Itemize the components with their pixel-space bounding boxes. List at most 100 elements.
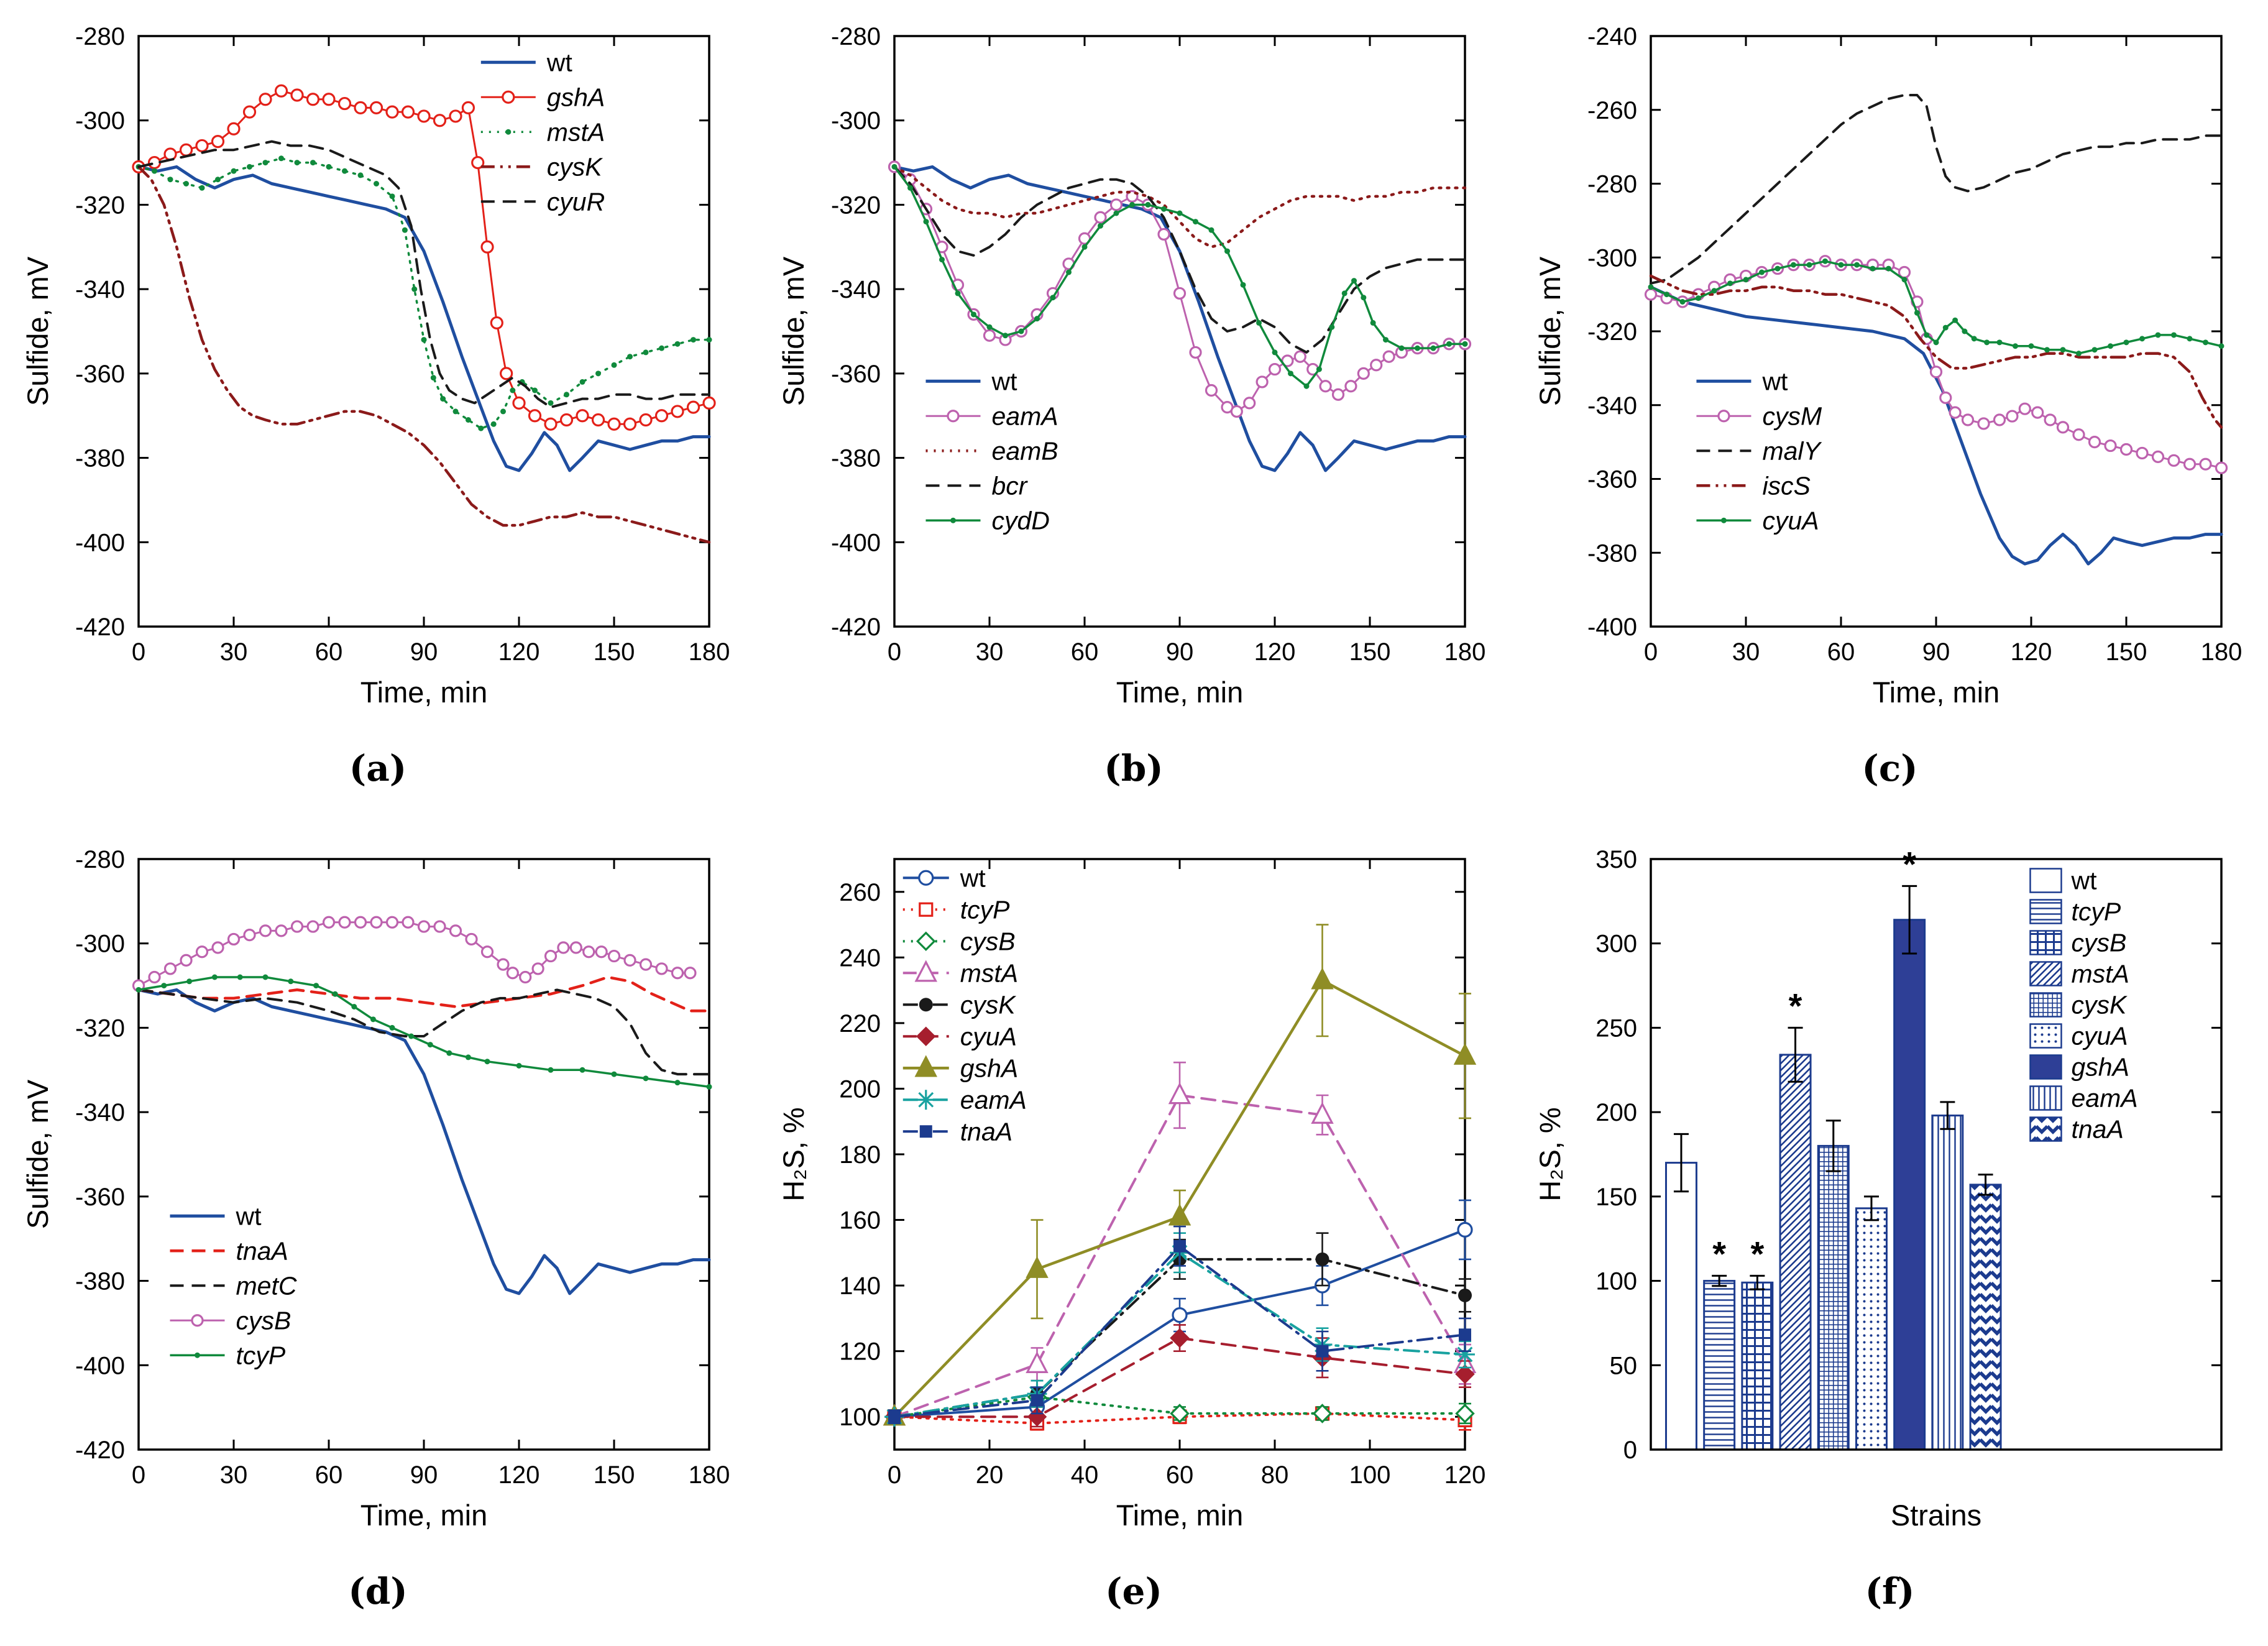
svg-text:cyuA: cyuA — [1762, 506, 1819, 535]
svg-text:-300: -300 — [75, 108, 125, 135]
chart-e: 0 20 40 60 80 100 120 100 120 140 160 180 200 220 240 2… — [777, 858, 1486, 1532]
svg-text:120: 120 — [1444, 1461, 1486, 1489]
series-cyuR — [137, 140, 710, 409]
svg-text:-360: -360 — [75, 361, 125, 388]
svg-text:220: 220 — [839, 1010, 881, 1037]
legend: wt tnaA metC cysB tcyP — [170, 1202, 297, 1369]
svg-text:0: 0 — [1623, 1437, 1637, 1464]
svg-text:eamB: eamB — [991, 436, 1058, 465]
svg-text:gshA: gshA — [2071, 1053, 2129, 1082]
panel-c: 0 30 60 90 120 150 180 -400 -380 -360 -340 -320 -300… — [1512, 0, 2268, 823]
svg-text:Sulfide, mV: Sulfide, mV — [1533, 256, 1566, 406]
series-wt — [137, 165, 711, 472]
svg-text:Sulfide, mV: Sulfide, mV — [21, 256, 54, 406]
svg-text:150: 150 — [1595, 1184, 1637, 1211]
panel-e: 0 20 40 60 80 100 120 100 120 140 160 180 200 220 240 2… — [756, 823, 1512, 1646]
svg-text:100: 100 — [1595, 1268, 1637, 1295]
legend: wt eamA eamB bcr cydD — [925, 367, 1058, 535]
axes: 0 20 40 60 80 100 120 100 120 140 160 180 200 220 240 2… — [777, 858, 1486, 1532]
svg-text:cysB: cysB — [960, 927, 1016, 955]
svg-text:-420: -420 — [75, 1437, 125, 1464]
svg-text:tcyP: tcyP — [236, 1341, 285, 1369]
svg-text:-300: -300 — [75, 931, 125, 958]
significance-star: * — [1712, 1234, 1726, 1273]
svg-text:-320: -320 — [75, 1014, 125, 1042]
svg-text:40: 40 — [1071, 1461, 1099, 1489]
svg-text:cysM: cysM — [1762, 402, 1822, 430]
svg-text:cyuA: cyuA — [2071, 1022, 2128, 1051]
svg-text:gshA: gshA — [547, 83, 605, 111]
svg-text:H₂S, %: H₂S, % — [777, 1107, 810, 1201]
svg-text:cysK: cysK — [547, 152, 604, 181]
svg-text:150: 150 — [2105, 638, 2147, 666]
axes: 0 50 100 150 200 250 300 350 Strains H₂S, % — [1533, 846, 2223, 1532]
svg-text:50: 50 — [1609, 1352, 1637, 1379]
svg-text:tcyP: tcyP — [2071, 898, 2121, 926]
series-metC — [137, 988, 710, 1076]
svg-text:-280: -280 — [75, 23, 125, 50]
svg-text:80: 80 — [1261, 1461, 1289, 1489]
svg-text:-400: -400 — [831, 529, 881, 556]
svg-text:-420: -420 — [75, 614, 125, 641]
svg-text:-400: -400 — [75, 529, 125, 556]
significance-star: * — [1750, 1234, 1764, 1273]
chart-d: 0 30 60 90 120 150 180 -420 -400 -380 -360 -340 -320… — [21, 846, 730, 1532]
svg-text:180: 180 — [689, 1461, 730, 1489]
svg-text:120: 120 — [498, 638, 540, 666]
svg-text:-400: -400 — [1587, 614, 1637, 641]
svg-text:tnaA: tnaA — [236, 1236, 288, 1265]
series-mstA — [135, 155, 712, 431]
svg-text:-320: -320 — [831, 191, 881, 219]
svg-text:150: 150 — [594, 1461, 635, 1489]
chart-a: 0 30 60 90 120 150 180 -420 -400 -380 -360 -340 -320… — [21, 23, 730, 709]
svg-text:malY: malY — [1762, 436, 1822, 465]
svg-text:cysK: cysK — [2071, 991, 2128, 1019]
svg-text:200: 200 — [839, 1075, 881, 1103]
svg-text:wt: wt — [960, 863, 986, 892]
svg-text:-360: -360 — [1587, 466, 1637, 494]
significance-star: * — [1788, 986, 1802, 1025]
svg-text:180: 180 — [689, 638, 730, 666]
svg-text:250: 250 — [1595, 1014, 1637, 1042]
series-cysK — [137, 165, 711, 544]
significance-star: * — [1903, 844, 1916, 883]
series-eamA — [888, 160, 1472, 418]
svg-text:200: 200 — [1595, 1099, 1637, 1126]
chart-f: * * * * 0 50 100 150 200 250 300 350 Strains H₂S, % wt… — [1533, 844, 2223, 1532]
svg-text:mstA: mstA — [547, 117, 605, 146]
svg-text:120: 120 — [498, 1461, 540, 1489]
svg-text:30: 30 — [220, 638, 248, 666]
series-bcr — [893, 165, 1466, 354]
svg-text:eamA: eamA — [2071, 1084, 2137, 1113]
svg-text:90: 90 — [410, 638, 438, 666]
svg-text:0: 0 — [888, 1461, 901, 1489]
axes: 0 30 60 90 120 150 180 -420 -400 -380 -360 -340 -320… — [21, 23, 730, 709]
legend: wt gshA mstA cysK cyuR — [480, 48, 605, 216]
svg-text:90: 90 — [1166, 638, 1194, 666]
svg-text:0: 0 — [132, 1461, 145, 1489]
panel-label-e: (e) — [1105, 1570, 1162, 1612]
panel-label-a: (a) — [349, 747, 407, 789]
series-gshA — [883, 924, 1477, 1426]
svg-text:cyuA: cyuA — [960, 1022, 1017, 1051]
svg-text:metC: metC — [236, 1271, 296, 1300]
bar-cysB — [1740, 1281, 1773, 1451]
svg-text:240: 240 — [839, 944, 881, 972]
svg-text:0: 0 — [888, 638, 901, 666]
panel-b: 0 30 60 90 120 150 180 -420 -400 -380 -360 -340 -320… — [756, 0, 1512, 823]
svg-text:60: 60 — [315, 638, 343, 666]
bar-tnaA — [1969, 1184, 2002, 1451]
svg-text:Sulfide, mV: Sulfide, mV — [777, 256, 810, 406]
svg-text:H₂S, %: H₂S, % — [1533, 1107, 1566, 1201]
svg-text:150: 150 — [1349, 638, 1391, 666]
series-wt — [1649, 285, 2223, 566]
svg-text:180: 180 — [2200, 638, 2242, 666]
series-cydD — [891, 163, 1468, 389]
svg-text:100: 100 — [1349, 1461, 1391, 1489]
svg-text:300: 300 — [1595, 931, 1637, 958]
svg-text:20: 20 — [976, 1461, 1004, 1489]
series-cysB — [884, 1386, 1475, 1427]
bar-cyuA — [1855, 1207, 1888, 1451]
bars: * * * * — [1664, 844, 2002, 1451]
